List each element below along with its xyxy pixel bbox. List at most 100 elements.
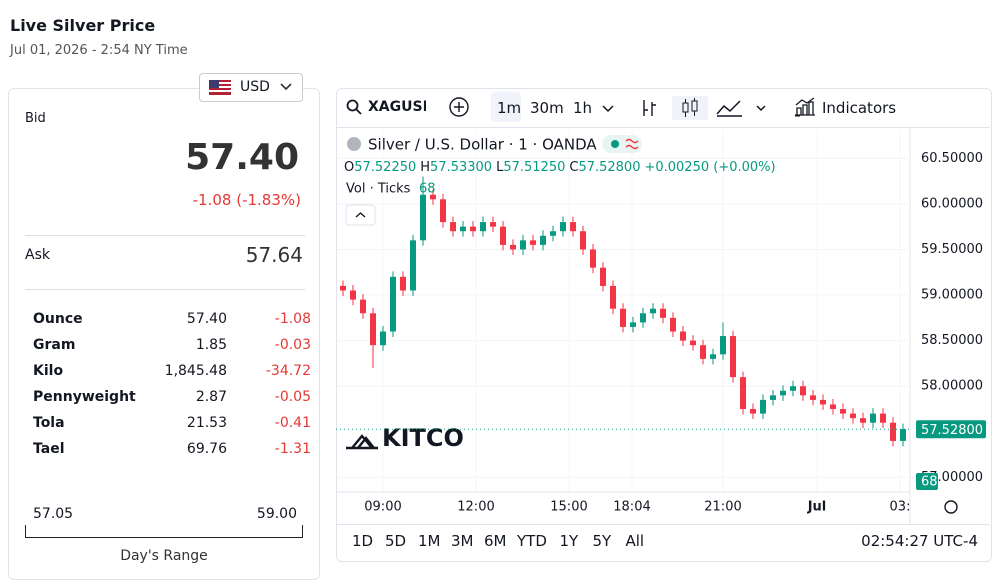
candle-body xyxy=(710,354,716,359)
candle-body xyxy=(430,194,436,200)
candle-body xyxy=(520,240,526,250)
unit-change: -0.05 xyxy=(274,389,311,405)
candle-body xyxy=(880,413,886,423)
interval[interactable]: 1h xyxy=(573,99,593,117)
candle-body xyxy=(750,409,756,414)
candle-body xyxy=(780,390,786,396)
candle-body xyxy=(580,231,586,250)
unit-price: 57.40 xyxy=(186,311,227,327)
ohlc-legend: O57.52250 H57.53300 L57.51250 C57.52800 +0.0… xyxy=(344,160,776,175)
candle-body xyxy=(640,313,646,323)
unit-price: 21.53 xyxy=(186,415,227,431)
interval[interactable]: 30m xyxy=(530,99,564,117)
table-row: Pennyweight 2.87 -0.05 xyxy=(33,389,313,415)
candle-body xyxy=(510,244,516,250)
candle-body xyxy=(460,226,466,232)
period-button[interactable]: 1D xyxy=(352,532,374,550)
unit-price: 1,845.48 xyxy=(164,363,227,379)
unit-price: 2.87 xyxy=(195,389,227,405)
symbol[interactable]: XAGUSD xyxy=(368,99,426,115)
candle-body xyxy=(590,249,596,268)
chevron xyxy=(280,83,292,91)
unit-name: Kilo xyxy=(33,363,64,379)
period-button[interactable]: All xyxy=(625,532,645,550)
unit-name: Tael xyxy=(33,441,65,457)
candle-body xyxy=(490,222,496,227)
candle-body xyxy=(420,194,426,241)
bid-price: 57.40 xyxy=(185,137,299,178)
period-button[interactable]: 5D xyxy=(385,532,407,550)
candle-body xyxy=(560,222,566,232)
bid-change: -1.08 (-1.83%) xyxy=(192,191,301,209)
ohlc-c-label: C xyxy=(569,160,578,175)
volume-value: 68 xyxy=(419,182,436,197)
y-tick-label: 59.50000 xyxy=(921,242,983,257)
symbol-icon xyxy=(347,137,361,151)
indicators-icon[interactable] xyxy=(794,97,816,117)
x-tick-label: 03: xyxy=(890,500,911,515)
last-price-tag xyxy=(916,420,986,439)
unit-name: Ounce xyxy=(33,311,83,327)
ohlc-o-label: O xyxy=(344,160,354,175)
candle-body xyxy=(890,422,896,441)
unit-change: -1.08 xyxy=(274,311,311,327)
candle-body xyxy=(900,429,906,441)
bid-label: Bid xyxy=(25,111,46,126)
x-tick-label: 12:00 xyxy=(457,500,494,515)
period-button[interactable]: YTD xyxy=(517,532,547,550)
candle-body xyxy=(690,340,696,346)
unit-name: Pennyweight xyxy=(33,389,136,405)
unit-change: -0.41 xyxy=(274,415,311,431)
candle-body xyxy=(870,413,876,423)
candle-body xyxy=(730,336,736,378)
candle-body xyxy=(820,399,826,405)
indicators-button[interactable]: Indicators xyxy=(822,99,897,117)
candle-body xyxy=(790,386,796,391)
clock: 02:54:27 UTC-4 xyxy=(861,532,978,550)
volume-tag-label: 68 xyxy=(921,475,938,490)
candle-body xyxy=(850,413,856,419)
x-tick-label: 21:00 xyxy=(704,500,741,515)
search-icon[interactable] xyxy=(346,99,362,115)
candle-body xyxy=(800,386,806,396)
toolbar-divider xyxy=(336,127,990,128)
toolbar-icons[interactable] xyxy=(600,96,800,120)
candle-body xyxy=(810,395,816,400)
ohlc-c: 57.52800 xyxy=(578,160,640,175)
settings-icon[interactable] xyxy=(944,500,958,514)
candle-body xyxy=(660,308,666,318)
period-button[interactable]: 6M xyxy=(484,532,507,550)
range-label: Day's Range xyxy=(120,548,208,564)
status-pill xyxy=(602,135,642,153)
table-row: Kilo 1,845.48 -34.72 xyxy=(33,363,313,389)
ask-label: Ask xyxy=(25,247,50,263)
collapse-button[interactable] xyxy=(345,204,376,226)
status-wave xyxy=(625,138,639,150)
ohlc-h: 57.53300 xyxy=(430,160,492,175)
page-title: Live Silver Price xyxy=(10,16,156,35)
candle-body xyxy=(570,222,576,232)
chart-title: Silver / U.S. Dollar · 1 · OANDA xyxy=(368,136,597,154)
candle-body xyxy=(600,267,606,286)
volume-legend: Vol · Ticks xyxy=(346,182,411,197)
table-row: Tael 69.76 -1.31 xyxy=(33,441,313,467)
period-button[interactable]: 5Y xyxy=(592,532,612,550)
active-interval-bg xyxy=(491,92,521,122)
candle-body xyxy=(410,240,416,291)
interval[interactable]: 1m xyxy=(497,99,522,117)
candle-body xyxy=(650,308,656,314)
candle-body xyxy=(450,222,456,232)
table-row: Tola 21.53 -0.41 xyxy=(33,415,313,441)
period-button[interactable]: 3M xyxy=(451,532,474,550)
compare-icon[interactable] xyxy=(449,97,469,117)
currency-select[interactable]: USD xyxy=(199,73,303,102)
watermark: KITCO xyxy=(382,424,464,452)
x-tick-label: 18:04 xyxy=(613,500,650,515)
period-button[interactable]: 1Y xyxy=(559,532,579,550)
candle-body xyxy=(470,226,476,232)
period-button[interactable]: 1M xyxy=(418,532,441,550)
candle-body xyxy=(370,313,376,346)
candle-body xyxy=(530,240,536,245)
candle-body xyxy=(670,317,676,332)
